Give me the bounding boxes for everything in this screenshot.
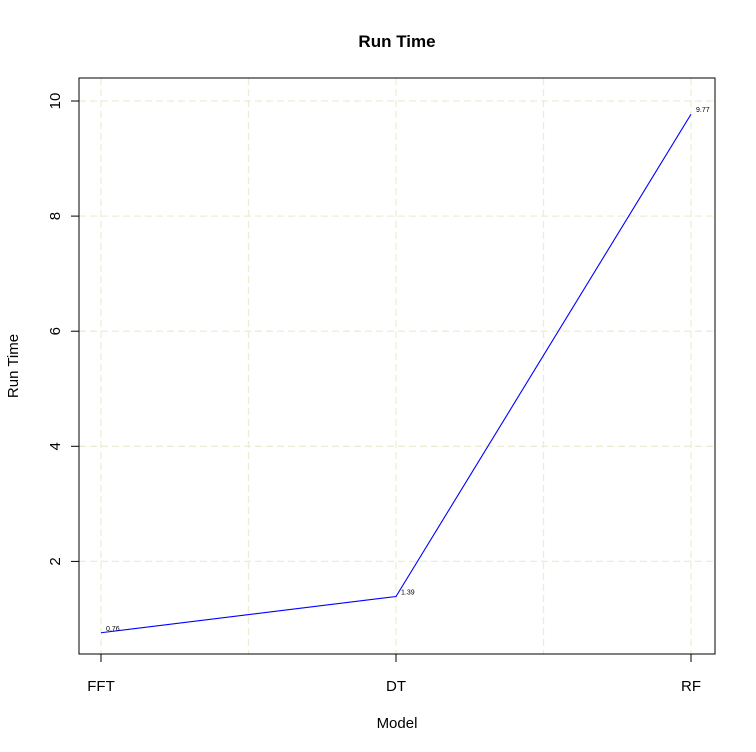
y-axis-label: Run Time [5,334,22,398]
plot-frame [78,77,716,655]
series-line [100,113,692,634]
x-axis-label: Model [377,715,418,732]
x-tick-label: RF [681,678,701,695]
x-tick-label: FFT [87,678,115,695]
data-label-layer: 0.76 1.39 9.77 [106,107,710,633]
axis-layer: FFT DT RF 2 4 6 8 10 [47,93,701,695]
chart-title: Run Time [358,32,435,51]
data-label: 0.76 [106,626,120,633]
data-label: 9.77 [696,107,710,114]
grid-layer [79,78,715,654]
y-tick-label: 2 [47,557,64,565]
series-layer [100,113,692,634]
y-tick-label: 6 [47,327,64,335]
x-tick-label: DT [386,678,406,695]
y-tick-label: 8 [47,212,64,220]
data-label: 1.39 [401,590,415,597]
y-tick-label: 4 [47,442,64,450]
y-tick-label: 10 [47,93,64,110]
